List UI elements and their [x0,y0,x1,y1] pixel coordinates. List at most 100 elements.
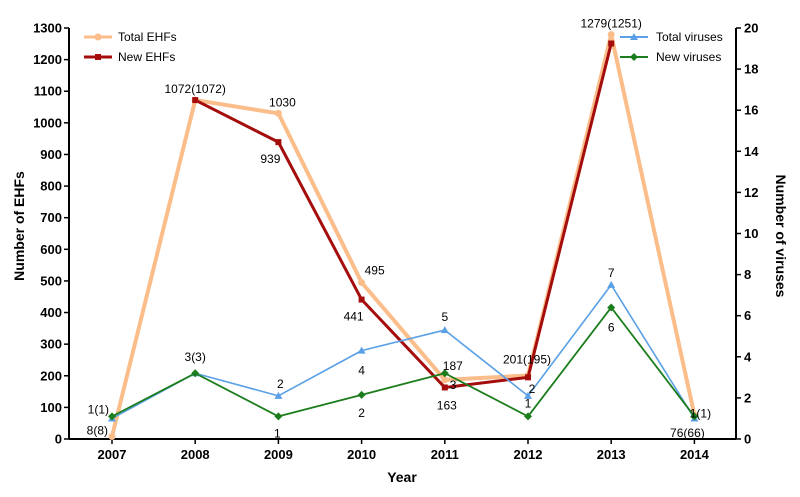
point-new-ehfs [358,296,365,303]
point-total-viruses [357,346,366,354]
series-line-total-viruses [111,284,696,420]
legend-label-total-viruses: Total viruses [656,30,723,44]
point-new-viruses [524,412,532,421]
point-new-viruses [108,412,116,421]
left-axis-title: Number of EHFs [11,171,27,281]
left-tick-label: 0 [55,432,62,447]
data-label: 1030 [269,95,296,109]
left-tick-label: 1300 [33,21,62,36]
point-new-viruses [191,369,200,378]
data-label: 187 [443,359,463,373]
legend-left: Total EHFs New EHFs [84,30,177,64]
data-label: 1 [274,426,281,440]
left-tick-label: 800 [40,179,62,194]
point-new-ehfs [525,374,531,381]
legend-item-new-ehfs: New EHFs [84,50,175,64]
x-axis-title: Year [387,469,417,485]
right-tick-label: 20 [744,21,758,36]
data-label: 6 [608,320,615,334]
x-ticks: 2007 2008 2009 2010 2011 2012 2013 2014 [98,439,710,462]
x-tick-label: 2007 [98,447,127,462]
point-total-viruses [524,391,532,399]
point-new-viruses [607,303,616,312]
series-line-new-viruses [111,306,696,418]
left-y-ticks: 0 100 200 300 400 500 600 700 800 900 1000 1100 1200… [33,21,69,447]
point-new-ehfs [608,40,615,47]
point-total-viruses [274,391,283,399]
right-tick-label: 4 [744,349,752,364]
point-total-ehfs [108,432,116,440]
point-new-ehfs [192,97,199,104]
data-label: 8(8) [87,423,108,437]
point-new-viruses [274,412,283,421]
left-tick-label: 500 [40,273,62,288]
left-tick-label: 100 [40,400,62,415]
data-label: 7 [608,266,615,280]
right-tick-label: 2 [744,390,751,405]
x-tick-label: 2010 [347,447,376,462]
right-tick-label: 16 [744,103,758,118]
legend-marker-total-ehfs [94,33,102,41]
point-new-viruses [440,369,449,378]
x-tick-label: 2014 [680,447,710,462]
data-label: 2 [277,377,284,391]
point-new-ehfs [441,384,448,391]
left-tick-label: 200 [40,368,62,383]
point-total-ehfs [358,279,366,287]
right-y-ticks: 0 2 4 6 8 10 12 14 16 18 20 [736,21,759,447]
legend-right: Total viruses New viruses [620,30,723,64]
data-label: 4 [358,364,365,378]
legend-label-new-viruses: New viruses [656,50,721,64]
data-label: 1 [525,396,532,410]
point-total-ehfs [441,376,449,384]
point-new-viruses [690,412,699,421]
legend-marker-new-ehfs [95,54,101,60]
left-tick-label: 1100 [34,84,62,99]
data-label: 3(3) [185,350,206,364]
data-label: 2 [529,382,536,396]
data-label: 1(1) [88,402,109,416]
right-tick-label: 0 [744,432,751,447]
data-label: 441 [344,310,364,324]
legend-item-total-viruses: Total viruses [620,30,723,44]
point-new-viruses [357,390,366,399]
legend-marker-new-viruses [630,53,638,61]
legend-item-total-ehfs: Total EHFs [84,30,177,44]
series-new-viruses [108,303,699,421]
data-label: 939 [260,152,280,166]
point-total-viruses [607,280,616,288]
legend-item-new-viruses: New viruses [620,50,721,64]
x-tick-label: 2009 [264,447,293,462]
data-labels: 8(8)1072(1072)1030939495441187163201(195… [87,17,711,441]
data-label: 495 [365,264,385,278]
right-tick-label: 14 [744,144,759,159]
series-line-new-ehfs [194,43,613,389]
x-tick-label: 2012 [514,447,543,462]
series-layer [108,31,699,440]
right-tick-label: 12 [744,185,758,200]
point-total-viruses [440,326,449,334]
right-axis-title: Number of viruses [773,175,789,298]
data-label: 2 [358,406,365,420]
left-tick-label: 600 [40,242,62,257]
data-label: 76(66) [670,426,705,440]
right-tick-label: 10 [744,226,758,241]
data-label: 3 [450,378,457,392]
left-tick-label: 700 [40,210,62,225]
data-label: 163 [437,398,457,412]
point-total-ehfs [607,31,615,39]
data-label: 1(1) [690,406,711,420]
x-tick-label: 2013 [597,447,626,462]
point-total-ehfs [274,109,282,117]
data-label: 201(195) [503,352,551,366]
right-tick-label: 8 [744,267,751,282]
left-tick-label: 300 [40,337,62,352]
legend-label-new-ehfs: New EHFs [118,50,175,64]
point-new-ehfs [275,139,282,146]
left-tick-label: 1000 [33,115,62,130]
data-label: 5 [441,310,448,324]
x-tick-label: 2008 [181,447,210,462]
x-tick-label: 2011 [431,447,459,462]
left-tick-label: 400 [40,305,62,320]
